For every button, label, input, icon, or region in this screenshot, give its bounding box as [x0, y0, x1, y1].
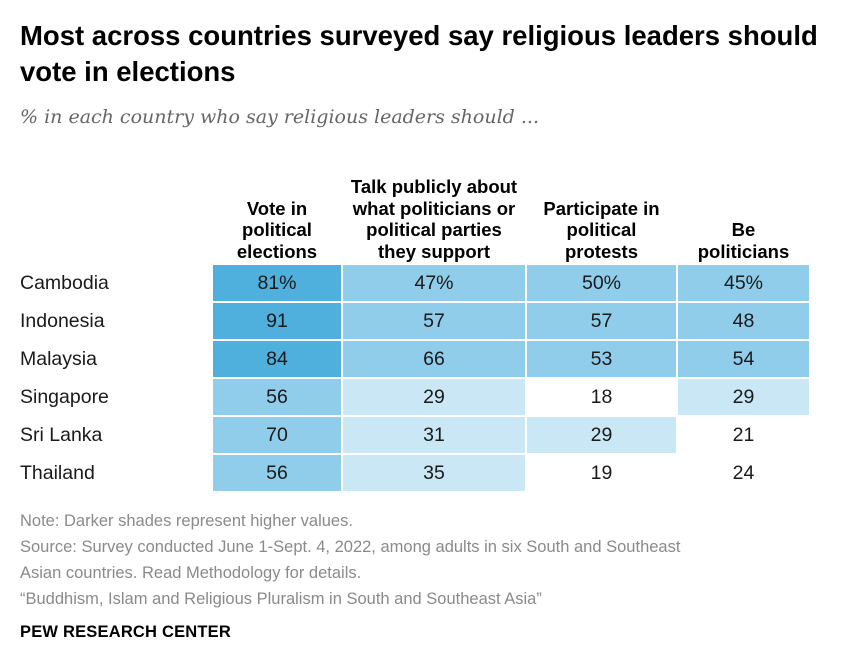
heatmap-cell: 29 [343, 379, 525, 415]
heatmap-cell: 81% [213, 265, 341, 301]
heatmap-cell: 54 [678, 341, 809, 377]
note-text: Note: Darker shades represent higher val… [20, 512, 353, 530]
brand-label: PEW RESEARCH CENTER [20, 623, 231, 641]
heatmap-cell: 84 [213, 341, 341, 377]
heatmap-cell: 53 [527, 341, 676, 377]
heatmap-cell: 18 [527, 379, 676, 415]
heatmap-cell: 21 [678, 417, 809, 453]
heatmap-cell: 31 [343, 417, 525, 453]
heatmap-cell: 29 [527, 417, 676, 453]
column-header-2: Talk publicly about what politicians or … [350, 176, 518, 262]
heatmap-cell: 70 [213, 417, 341, 453]
row-label-indonesia: Indonesia [20, 310, 105, 332]
row-label-singapore: Singapore [20, 386, 109, 408]
heatmap-cell: 57 [527, 303, 676, 339]
column-header-3: Participate in political protests [543, 197, 660, 262]
heatmap-cell: 29 [678, 379, 809, 415]
report-title: “Buddhism, Islam and Religious Pluralism… [20, 590, 542, 608]
heatmap-cell: 56 [213, 379, 341, 415]
heatmap-cell: 91 [213, 303, 341, 339]
row-label-thailand: Thailand [20, 462, 95, 484]
heatmap-cell: 50% [527, 265, 676, 301]
source-text-line-2: Asian countries. Read Methodology for de… [20, 564, 362, 582]
heatmap-cell: 45% [678, 265, 809, 301]
row-label-malaysia: Malaysia [20, 348, 97, 370]
column-header-4: Be politicians [697, 219, 790, 262]
row-label-cambodia: Cambodia [20, 272, 109, 294]
heatmap-cell: 19 [527, 455, 676, 491]
heatmap-cell: 24 [678, 455, 809, 491]
column-header-1: Vote in political elections [236, 197, 318, 262]
heatmap-cell: 35 [343, 455, 525, 491]
heatmap-cell: 47% [343, 265, 525, 301]
heatmap-cell: 56 [213, 455, 341, 491]
chart-title: Most across countries surveyed say relig… [20, 20, 818, 87]
chart-subtitle: % in each country who say religious lead… [20, 106, 539, 128]
source-text-line-1: Source: Survey conducted June 1-Sept. 4,… [20, 538, 681, 556]
row-label-sri-lanka: Sri Lanka [20, 424, 103, 446]
heatmap-cell: 57 [343, 303, 525, 339]
heatmap-cell: 48 [678, 303, 809, 339]
heatmap-cell: 66 [343, 341, 525, 377]
